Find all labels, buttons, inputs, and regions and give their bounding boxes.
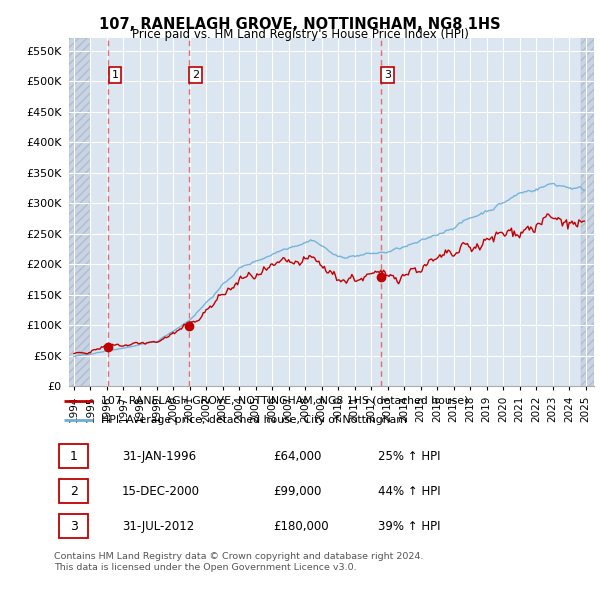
FancyBboxPatch shape xyxy=(59,444,88,468)
Text: 25% ↑ HPI: 25% ↑ HPI xyxy=(377,450,440,463)
Text: 107, RANELAGH GROVE, NOTTINGHAM, NG8 1HS (detached house): 107, RANELAGH GROVE, NOTTINGHAM, NG8 1HS… xyxy=(101,396,469,406)
Text: 44% ↑ HPI: 44% ↑ HPI xyxy=(377,484,440,498)
Text: 31-JAN-1996: 31-JAN-1996 xyxy=(122,450,196,463)
Text: £64,000: £64,000 xyxy=(273,450,322,463)
FancyBboxPatch shape xyxy=(59,479,88,503)
Text: Price paid vs. HM Land Registry's House Price Index (HPI): Price paid vs. HM Land Registry's House … xyxy=(131,28,469,41)
Text: 107, RANELAGH GROVE, NOTTINGHAM, NG8 1HS: 107, RANELAGH GROVE, NOTTINGHAM, NG8 1HS xyxy=(99,17,501,31)
Text: £99,000: £99,000 xyxy=(273,484,322,498)
FancyBboxPatch shape xyxy=(59,514,88,538)
Text: 3: 3 xyxy=(384,70,391,80)
Text: 31-JUL-2012: 31-JUL-2012 xyxy=(122,520,194,533)
Text: 2: 2 xyxy=(70,484,77,498)
Text: 2: 2 xyxy=(192,70,199,80)
Text: 39% ↑ HPI: 39% ↑ HPI xyxy=(377,520,440,533)
Text: HPI: Average price, detached house, City of Nottingham: HPI: Average price, detached house, City… xyxy=(101,415,407,425)
Bar xyxy=(581,38,594,386)
Text: £180,000: £180,000 xyxy=(273,520,329,533)
Text: 3: 3 xyxy=(70,520,77,533)
Bar xyxy=(69,38,89,386)
Text: 1: 1 xyxy=(70,450,77,463)
Text: 1: 1 xyxy=(112,70,118,80)
Text: 15-DEC-2000: 15-DEC-2000 xyxy=(122,484,200,498)
Text: Contains HM Land Registry data © Crown copyright and database right 2024.
This d: Contains HM Land Registry data © Crown c… xyxy=(54,552,424,572)
